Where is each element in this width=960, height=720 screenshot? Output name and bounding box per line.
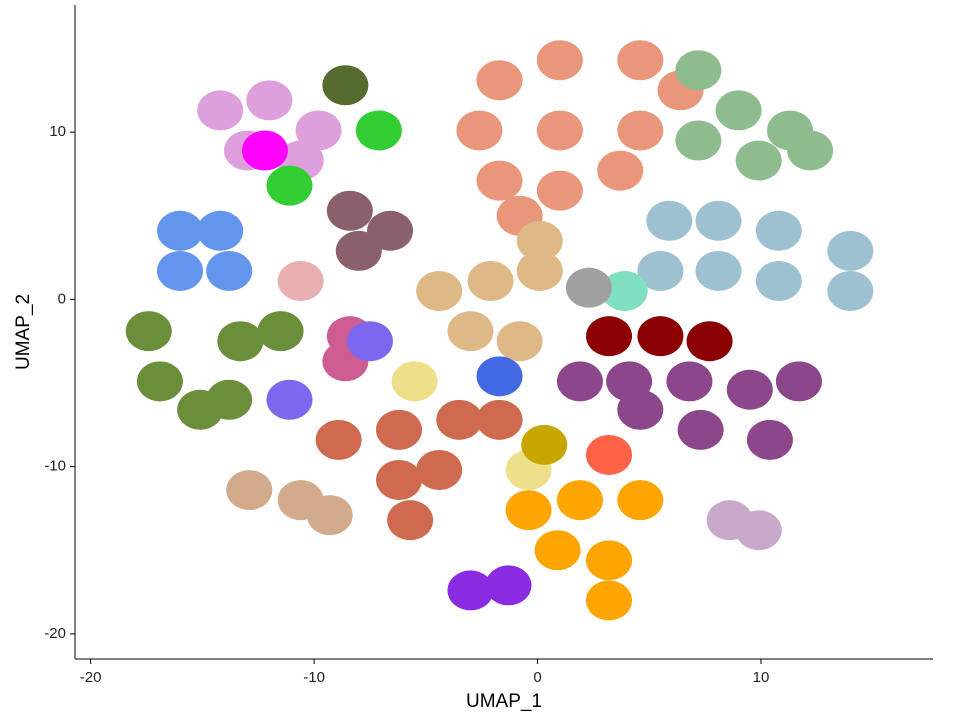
cluster-point [266,165,313,206]
cluster-point [675,50,722,91]
cluster-point [695,200,742,241]
cluster-point [136,361,183,402]
cluster-point [226,470,273,511]
cluster-point [241,130,288,171]
x-tick-label: -10 [303,669,325,686]
cluster-point [206,379,253,420]
cluster-point [257,311,304,352]
cluster-point [556,480,603,521]
cluster-point [197,210,244,251]
cluster-point [391,361,438,402]
cluster-point [565,267,612,308]
cluster-point [467,260,514,301]
cluster-point [505,490,552,531]
cluster-point [485,565,532,606]
cluster-point [536,40,583,81]
cluster-point [646,200,693,241]
cluster-point [266,379,313,420]
cluster-point [125,311,172,352]
cluster-point [447,570,494,611]
cluster-point [617,110,664,151]
cluster-point [827,230,874,271]
cluster-point [787,130,834,171]
cluster-point [447,311,494,352]
cluster-point [586,580,633,621]
cluster-point [387,500,434,541]
cluster-point [375,460,422,501]
cluster-point [755,260,802,301]
cluster-point [827,271,874,312]
cluster-point [597,150,644,191]
cluster-point [536,110,583,151]
cluster-point [556,361,603,402]
cluster-point [586,316,633,357]
cluster-point [686,321,733,362]
cluster-point [157,210,204,251]
cluster-point [436,399,483,440]
cluster-point [246,80,293,121]
cluster-point [617,40,664,81]
cluster-point [375,409,422,450]
cluster-point [295,110,342,151]
cluster-point [476,356,523,397]
cluster-point [601,271,648,312]
cluster-point [677,409,724,450]
cluster-point [666,361,713,402]
cluster-point [416,449,463,490]
cluster-point [726,369,773,410]
cluster-point [617,389,664,430]
y-tick-label: -20 [44,625,66,642]
cluster-point [315,419,362,460]
x-tick-label: 10 [753,669,770,686]
cluster-point [675,120,722,161]
y-axis-title: UMAP_2 [13,294,34,370]
x-tick-label: -20 [80,669,102,686]
cluster-point [516,250,563,291]
cluster-point [586,540,633,581]
cluster-point [346,321,393,362]
cluster-point [637,316,684,357]
cluster-point [476,160,523,201]
cluster-point [335,230,382,271]
cluster-point [755,210,802,251]
x-axis-title: UMAP_1 [466,691,542,712]
cluster-point [306,495,353,536]
cluster-point [775,361,822,402]
cluster-point [521,424,568,465]
cluster-point [456,110,503,151]
cluster-point [277,260,324,301]
cluster-point [637,250,684,291]
y-tick-label: 10 [49,123,66,140]
cluster-point [695,250,742,291]
cluster-point [157,250,204,291]
cluster-point [476,60,523,101]
cluster-point [746,419,793,460]
cluster-point [735,510,782,551]
cluster-point [617,480,664,521]
cluster-point [476,399,523,440]
cluster-point [534,530,581,571]
cluster-point [496,321,543,362]
cluster-point [217,321,264,362]
y-tick-label: -10 [44,458,66,475]
cluster-point [197,90,244,131]
cluster-point [206,250,253,291]
cluster-point [516,220,563,261]
cluster-point [322,65,369,106]
y-tick-label: 0 [58,290,66,307]
cluster-point [416,271,463,312]
cluster-point [355,110,402,151]
cluster-point [326,190,373,231]
cluster-point [715,90,762,131]
cluster-point [735,140,782,181]
cluster-point [536,170,583,211]
x-tick-label: 0 [533,669,541,686]
cluster-point [586,434,633,475]
